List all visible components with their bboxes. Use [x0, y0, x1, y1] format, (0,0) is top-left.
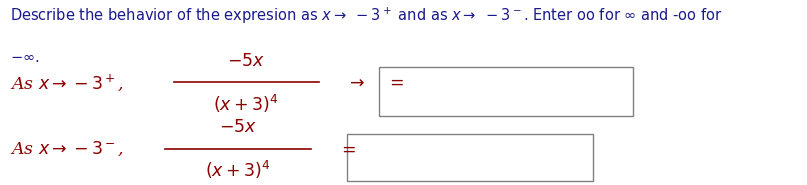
- Text: $-5x$: $-5x$: [219, 119, 257, 136]
- Text: As $x \rightarrow -3^+$,: As $x \rightarrow -3^+$,: [10, 72, 123, 93]
- Text: $(x+3)^4$: $(x+3)^4$: [213, 92, 279, 115]
- Text: As $x \rightarrow -3^-$,: As $x \rightarrow -3^-$,: [10, 140, 123, 158]
- Text: $(x+3)^4$: $(x+3)^4$: [205, 159, 271, 181]
- Text: $\rightarrow$: $\rightarrow$: [345, 74, 365, 91]
- Text: $-5x$: $-5x$: [227, 53, 266, 70]
- Text: Describe the behavior of the expresion as $x \rightarrow \ -3^+$ and as $x \righ: Describe the behavior of the expresion a…: [10, 6, 722, 26]
- Text: $=$: $=$: [338, 140, 356, 157]
- FancyBboxPatch shape: [379, 67, 633, 116]
- Text: $=$: $=$: [387, 74, 404, 91]
- Text: $-\infty$.: $-\infty$.: [10, 50, 40, 65]
- FancyBboxPatch shape: [347, 134, 593, 181]
